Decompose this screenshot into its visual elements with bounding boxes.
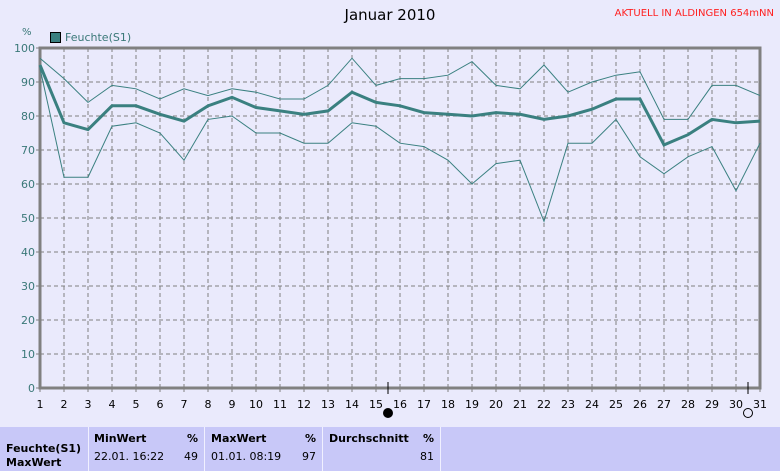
avg-value: 81 (420, 450, 434, 463)
x-tick-label: 6 (157, 398, 164, 411)
x-tick-label: 22 (537, 398, 551, 411)
stats-table: Feuchte(S1) MaxWert MinWert % 22.01. 16:… (0, 427, 780, 471)
legend: Feuchte(S1) (50, 31, 131, 44)
new-moon-icon (383, 408, 393, 418)
x-tick-label: 24 (585, 398, 599, 411)
x-tick-label: 5 (133, 398, 140, 411)
max-unit: % (304, 432, 316, 445)
x-tick-label: 23 (561, 398, 575, 411)
x-tick-label: 1 (37, 398, 44, 411)
y-tick-label: 70 (21, 144, 35, 157)
x-tick-label: 7 (181, 398, 188, 411)
min-value: 49 (184, 450, 198, 463)
y-axis-unit: % (22, 27, 32, 38)
y-tick-label: 30 (21, 280, 35, 293)
y-tick-label: 80 (21, 110, 35, 123)
min-header: MinWert (94, 432, 147, 445)
y-tick-label: 0 (28, 382, 35, 395)
x-tick-label: 31 (753, 398, 767, 411)
x-tick-label: 18 (441, 398, 455, 411)
x-tick-label: 20 (489, 398, 503, 411)
x-tick-label: 26 (633, 398, 647, 411)
x-tick-label: 12 (297, 398, 311, 411)
y-tick-label: 10 (21, 348, 35, 361)
avg-unit: % (422, 432, 434, 445)
y-tick-label: 20 (21, 314, 35, 327)
min-unit: % (186, 432, 198, 445)
x-tick-label: 8 (205, 398, 212, 411)
x-tick-label: 13 (321, 398, 335, 411)
chart-title: Januar 2010 (344, 6, 436, 24)
max-cell: MaxWert % 01.01. 08:19 97 (205, 427, 323, 471)
x-tick-label: 16 (393, 398, 407, 411)
max-header: MaxWert (211, 432, 267, 445)
x-tick-label: 3 (85, 398, 92, 411)
next-row-label: MaxWert (6, 456, 62, 469)
x-tick-label: 9 (229, 398, 236, 411)
x-tick-label: 27 (657, 398, 671, 411)
x-tick-label: 28 (681, 398, 695, 411)
y-tick-label: 60 (21, 178, 35, 191)
y-tick-label: 40 (21, 246, 35, 259)
y-tick-label: 100 (14, 42, 35, 55)
min-cell: MinWert % 22.01. 16:22 49 (88, 427, 205, 471)
plot-frame (38, 46, 762, 390)
x-tick-label: 29 (705, 398, 719, 411)
max-time: 01.01. 08:19 (211, 450, 282, 463)
y-tick-label: 90 (21, 76, 35, 89)
min-time: 22.01. 16:22 (94, 450, 165, 463)
x-tick-label: 21 (513, 398, 527, 411)
legend-label: Feuchte(S1) (65, 31, 132, 44)
x-tick-label: 14 (345, 398, 359, 411)
row-label: Feuchte(S1) (6, 442, 82, 455)
legend-swatch (50, 32, 61, 43)
max-value: 97 (302, 450, 316, 463)
x-tick-label: 15 (369, 398, 383, 411)
x-tick-label: 19 (465, 398, 479, 411)
avg-cell: Durchschnitt % 81 (323, 427, 441, 471)
avg-header: Durchschnitt (329, 432, 409, 445)
x-tick-label: 2 (61, 398, 68, 411)
station-label: AKTUELL IN ALDINGEN 654mNN (614, 8, 774, 19)
x-tick-label: 25 (609, 398, 623, 411)
x-tick-label: 10 (249, 398, 263, 411)
full-moon-icon (743, 408, 753, 418)
x-tick-label: 30 (729, 398, 743, 411)
y-tick-label: 50 (21, 212, 35, 225)
x-tick-label: 17 (417, 398, 431, 411)
x-tick-label: 11 (273, 398, 287, 411)
x-tick-label: 4 (109, 398, 116, 411)
row-label-cell: Feuchte(S1) MaxWert (0, 427, 89, 471)
